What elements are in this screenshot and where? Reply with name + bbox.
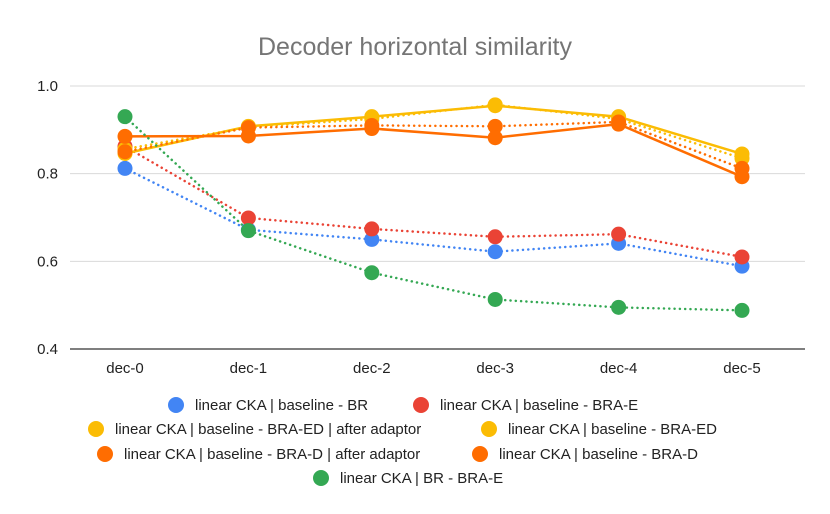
- legend-marker: [313, 470, 329, 486]
- series-line: [123, 115, 744, 312]
- gridlines: [70, 85, 805, 350]
- data-point: [240, 128, 256, 144]
- legend-label: linear CKA | baseline - BRA-D: [499, 446, 698, 463]
- chart-title: Decoder horizontal similarity: [258, 33, 573, 61]
- data-point: [117, 160, 133, 176]
- series-lines: [123, 103, 744, 312]
- x-tick-label: dec-0: [106, 360, 144, 377]
- y-tick-label: 0.4: [37, 341, 58, 358]
- x-axis-ticks: dec-0 dec-1 dec-2 dec-3 dec-4 dec-5: [106, 360, 761, 377]
- legend-marker: [97, 446, 113, 462]
- data-point: [487, 98, 503, 114]
- data-point: [487, 291, 503, 307]
- legend: linear CKA | baseline - BR linear CKA | b…: [88, 397, 717, 487]
- data-point: [611, 299, 627, 315]
- data-point: [240, 210, 256, 226]
- series-line: [123, 167, 744, 268]
- data-point: [734, 302, 750, 318]
- data-point: [487, 229, 503, 245]
- data-point: [117, 128, 133, 144]
- legend-label: linear CKA | baseline - BRA-ED: [508, 421, 717, 438]
- series-line: [123, 122, 744, 178]
- legend-label: linear CKA | baseline - BRA-ED | after a…: [115, 421, 421, 438]
- x-tick-label: dec-5: [723, 360, 761, 377]
- legend-marker: [88, 421, 104, 437]
- data-point: [611, 226, 627, 242]
- legend-label: linear CKA | baseline - BR: [195, 397, 368, 414]
- legend-label: linear CKA | BR - BRA-E: [340, 470, 503, 487]
- series-points: [117, 97, 750, 318]
- legend-marker: [413, 397, 429, 413]
- series-line: [123, 145, 744, 259]
- x-tick-label: dec-1: [230, 360, 268, 377]
- x-tick-label: dec-2: [353, 360, 391, 377]
- data-point: [364, 221, 380, 237]
- x-tick-label: dec-4: [600, 360, 638, 377]
- y-tick-label: 0.8: [37, 166, 58, 183]
- data-point: [117, 109, 133, 125]
- legend-marker: [168, 397, 184, 413]
- legend-marker: [472, 446, 488, 462]
- series-line: [123, 103, 744, 160]
- data-point: [611, 116, 627, 132]
- y-tick-label: 1.0: [37, 78, 58, 95]
- legend-label: linear CKA | baseline - BRA-E: [440, 397, 638, 414]
- series-line: [123, 120, 744, 170]
- data-point: [240, 223, 256, 239]
- data-point: [487, 244, 503, 260]
- data-point: [364, 231, 380, 247]
- data-point: [487, 130, 503, 146]
- data-point: [364, 121, 380, 137]
- data-point: [734, 169, 750, 185]
- data-point: [734, 249, 750, 265]
- legend-marker: [481, 421, 497, 437]
- data-point: [734, 146, 750, 162]
- legend-label: linear CKA | baseline - BRA-D | after ad…: [124, 446, 420, 463]
- data-point: [117, 144, 133, 160]
- y-tick-label: 0.6: [37, 253, 58, 270]
- data-point: [364, 265, 380, 281]
- series-line: [123, 104, 744, 156]
- x-tick-label: dec-3: [476, 360, 514, 377]
- data-point: [487, 118, 503, 134]
- y-axis-ticks: 0.4 0.6 0.8 1.0: [37, 78, 58, 358]
